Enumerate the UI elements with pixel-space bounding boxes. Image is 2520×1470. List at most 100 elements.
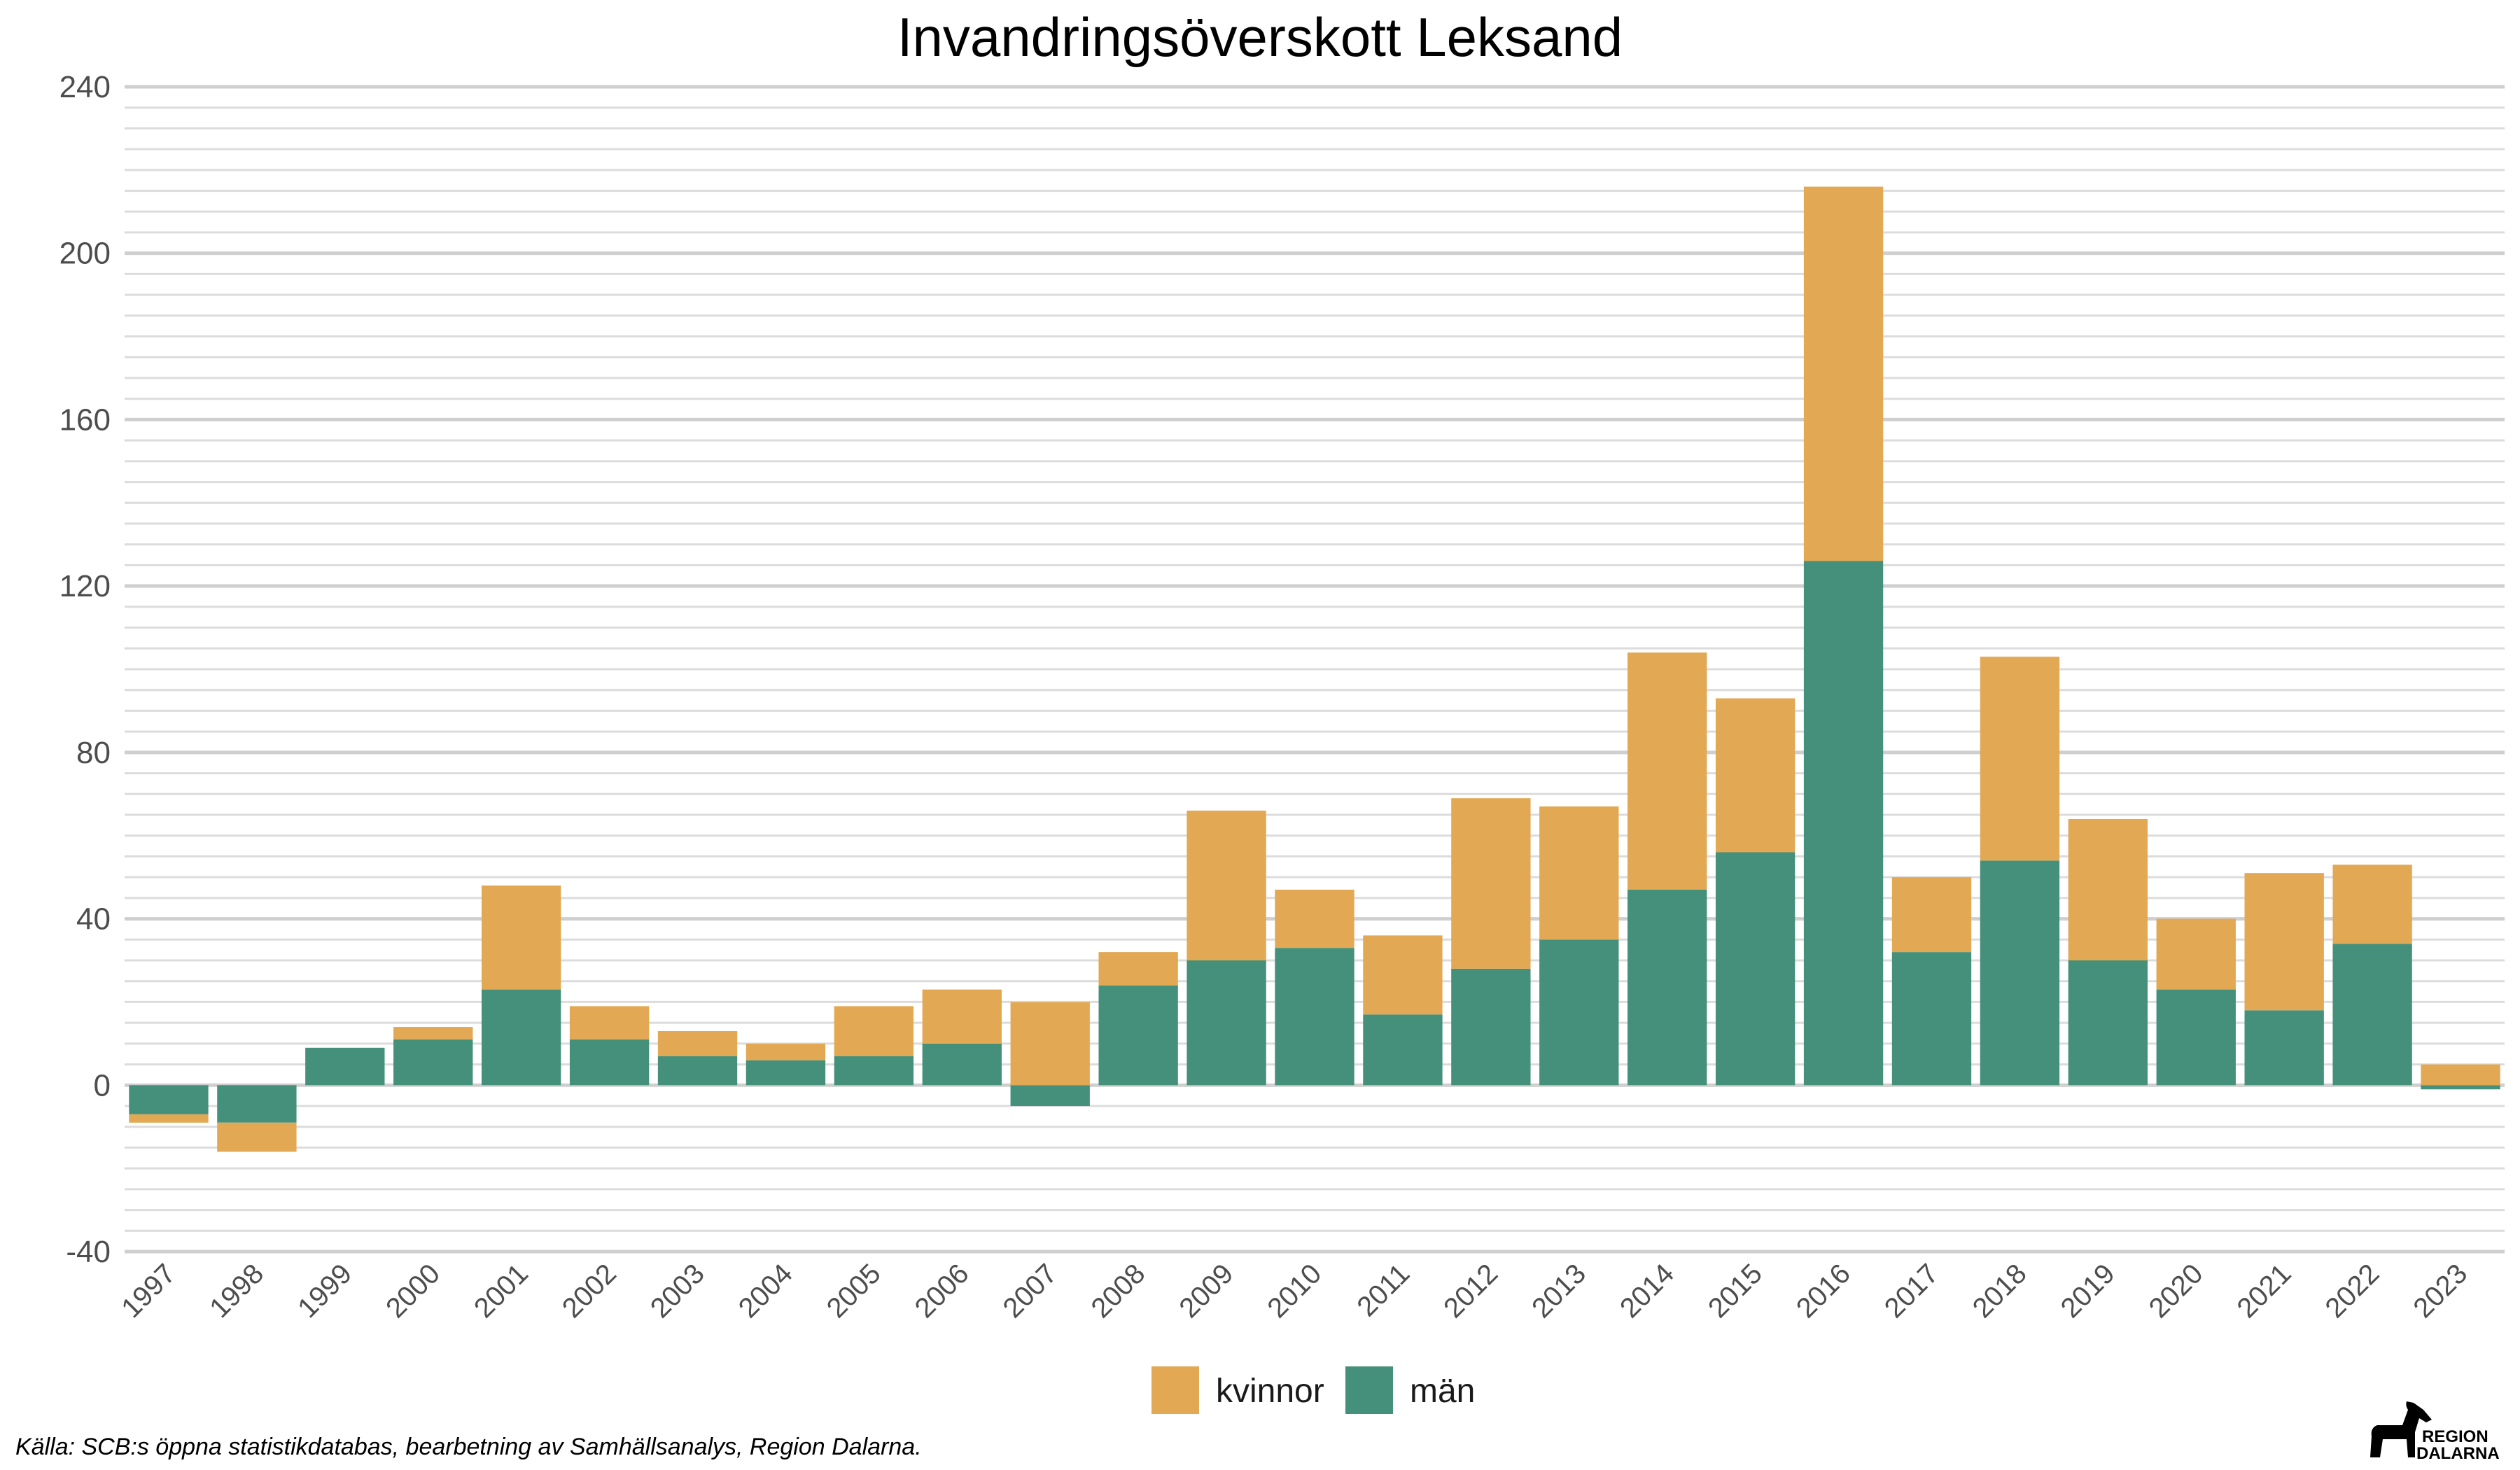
bar-segment <box>1891 877 1972 953</box>
x-tick-label: 2010 <box>1261 1258 1327 1324</box>
bar-segment <box>1010 1002 1090 1086</box>
x-tick-label: 1998 <box>204 1258 270 1324</box>
bar-segment <box>1803 561 1884 1086</box>
y-tick-label: -40 <box>66 1235 111 1269</box>
bar-segment <box>569 1006 650 1040</box>
x-tick-label: 2012 <box>1438 1258 1504 1324</box>
source-note: Källa: SCB:s öppna statistikdatabas, bea… <box>15 1434 922 1460</box>
bar-segment <box>1098 985 1178 1086</box>
bar-segment <box>1715 698 1795 853</box>
bar-segment <box>2332 944 2412 1086</box>
bar-segment <box>1275 948 1354 1086</box>
bar-segment <box>2156 989 2236 1086</box>
legend-swatch-man <box>1345 1366 1393 1414</box>
bar-segment <box>1451 968 1531 1086</box>
bar-segment <box>657 1056 738 1086</box>
bar-segment <box>1363 935 1443 1015</box>
x-tick-label: 2003 <box>645 1258 710 1324</box>
legend-label-kvinnor: kvinnor <box>1216 1373 1324 1410</box>
bar-segment <box>834 1056 914 1086</box>
bar-segment <box>1275 889 1354 948</box>
chart-title: Invandringsöverskott Leksand <box>897 6 1623 68</box>
x-tick-label: 2006 <box>909 1258 975 1324</box>
region-dalarna-logo: REGION DALARNA <box>2370 1401 2500 1463</box>
bar-segment <box>746 1060 826 1086</box>
x-tick-label: 2004 <box>733 1258 799 1324</box>
bar-segment <box>1010 1085 1090 1106</box>
bar-segment <box>1803 186 1884 561</box>
x-tick-label: 2013 <box>1526 1258 1592 1324</box>
x-tick-label: 2023 <box>2407 1258 2473 1324</box>
x-tick-label: 2020 <box>2143 1258 2209 1324</box>
bar-segment <box>657 1031 738 1056</box>
y-tick-label: 240 <box>59 70 111 104</box>
y-axis-ticks: -40 0 40 80 120 160 200 240 <box>59 70 111 1269</box>
bar-segment <box>746 1043 826 1060</box>
logo-text-dalarna: DALARNA <box>2416 1444 2500 1463</box>
x-tick-label: 2021 <box>2232 1258 2297 1324</box>
x-tick-label: 2001 <box>468 1258 534 1324</box>
y-tick-label: 80 <box>76 736 111 770</box>
bar-segment <box>1628 652 1707 890</box>
dala-horse-icon <box>2370 1401 2432 1457</box>
x-tick-label: 2018 <box>1967 1258 2033 1324</box>
x-tick-label: 2005 <box>821 1258 887 1324</box>
legend-swatch-kvinnor <box>1152 1366 1199 1414</box>
bar-segment <box>1980 860 2060 1086</box>
bar-segment <box>305 1047 385 1086</box>
x-tick-label: 2009 <box>1173 1258 1239 1324</box>
bar-segment <box>2068 818 2148 960</box>
x-tick-label: 2000 <box>380 1258 446 1324</box>
bar-segment <box>2332 864 2412 944</box>
bar-segment <box>1539 939 1619 1086</box>
bar-segment <box>2421 1064 2500 1086</box>
y-tick-label: 120 <box>59 569 111 603</box>
bar-segment <box>1628 889 1707 1086</box>
bar-segment <box>393 1039 473 1086</box>
x-tick-label: 2019 <box>2055 1258 2121 1324</box>
bar-segment <box>1715 852 1795 1086</box>
x-tick-label: 2016 <box>1791 1258 1856 1324</box>
bar-segment <box>393 1027 473 1040</box>
x-tick-label: 1997 <box>115 1258 181 1324</box>
x-axis-ticks: 1997 1998 1999 2000 2001 2002 2003 2004 2005 2006… <box>115 1258 2473 1324</box>
bar-segment <box>2421 1085 2500 1090</box>
x-tick-label: 2017 <box>1879 1258 1945 1324</box>
bar-segment <box>2244 873 2324 1011</box>
bar-segment <box>482 989 561 1086</box>
x-tick-label: 2014 <box>1614 1258 1680 1324</box>
y-tick-label: 0 <box>94 1068 111 1102</box>
bar-segment <box>1539 806 1619 940</box>
y-tick-label: 40 <box>76 902 111 937</box>
bar-segment <box>922 989 1002 1044</box>
y-tick-label: 160 <box>59 402 111 437</box>
bar-segment <box>1451 798 1531 969</box>
x-tick-label: 2008 <box>1085 1258 1151 1324</box>
bar-segment <box>1186 960 1266 1086</box>
bar-segment <box>129 1114 209 1123</box>
bar-segment <box>217 1122 297 1152</box>
bar-segment <box>217 1085 297 1123</box>
legend-label-man: män <box>1410 1373 1475 1410</box>
x-tick-label: 2011 <box>1351 1258 1415 1322</box>
bar-segment <box>1891 952 1972 1086</box>
y-tick-label: 200 <box>59 237 111 271</box>
bar-segment <box>129 1085 209 1114</box>
x-tick-label: 2022 <box>2319 1258 2385 1324</box>
x-tick-label: 2015 <box>1702 1258 1768 1324</box>
logo-text-region: REGION <box>2422 1427 2488 1446</box>
bar-segment <box>834 1006 914 1056</box>
x-tick-label: 2007 <box>997 1258 1063 1324</box>
bar-segment <box>2068 960 2148 1086</box>
bar-segment <box>1363 1014 1443 1086</box>
bar-segment <box>2244 1010 2324 1086</box>
x-tick-label: 2002 <box>556 1258 622 1324</box>
bar-segment <box>1186 811 1266 960</box>
bar-segment <box>922 1043 1002 1086</box>
bar-segment <box>1098 952 1178 986</box>
bars <box>129 186 2500 1152</box>
bar-segment <box>1980 657 2060 861</box>
bar-segment <box>569 1039 650 1086</box>
x-tick-label: 1999 <box>292 1258 358 1324</box>
